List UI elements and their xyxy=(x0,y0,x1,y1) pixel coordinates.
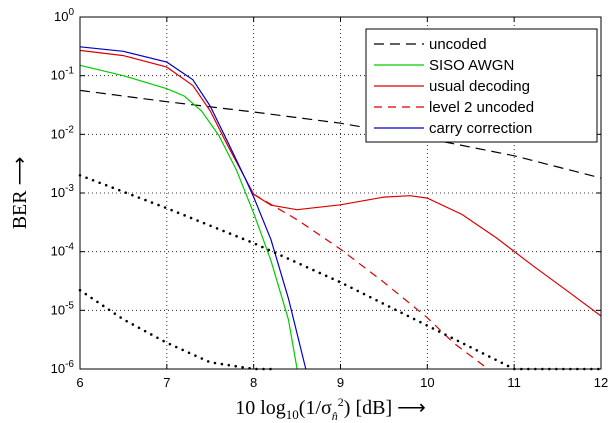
legend-label: usual decoding xyxy=(429,78,530,95)
legend-label: uncoded xyxy=(429,36,487,53)
series-line-3 xyxy=(253,193,489,370)
x-axis-label: 10 log10(1/σn̂2) [dB] ⟶ xyxy=(235,395,426,423)
legend-label: SISO AWGN xyxy=(429,57,514,74)
axis-ticks: 6 7 8 9 10 11 12 100 10-1 10-2 10-3 10-4 10-5 10-6 xyxy=(51,7,609,390)
y-tick-label: 10-1 xyxy=(51,66,75,83)
legend-label: carry correction xyxy=(429,120,532,137)
y-tick-label: 100 xyxy=(54,7,74,24)
x-tick-label: 7 xyxy=(163,375,170,390)
y-tick-label: 10-3 xyxy=(51,183,75,200)
y-tick-label: 10-6 xyxy=(51,359,75,376)
x-tick-label: 9 xyxy=(337,375,344,390)
x-tick-label: 12 xyxy=(594,375,608,390)
series-line-2 xyxy=(79,49,602,317)
series-line-0 xyxy=(79,89,602,179)
series-line-1 xyxy=(79,64,298,370)
y-tick-label: 10-2 xyxy=(51,124,75,141)
legend-label: level 2 uncoded xyxy=(429,99,534,116)
y-tick-label: 10-4 xyxy=(51,242,75,259)
legend: uncoded SISO AWGN usual decoding level 2 un… xyxy=(365,28,598,143)
y-axis-label: BER ⟶ xyxy=(9,157,31,230)
series-line-6 xyxy=(78,288,273,371)
y-tick-label: 10-5 xyxy=(51,300,75,317)
x-tick-label: 8 xyxy=(250,375,257,390)
x-tick-label: 6 xyxy=(76,375,83,390)
x-tick-label: 11 xyxy=(507,375,521,390)
series-line-4 xyxy=(79,46,307,370)
x-tick-label: 10 xyxy=(420,375,434,390)
